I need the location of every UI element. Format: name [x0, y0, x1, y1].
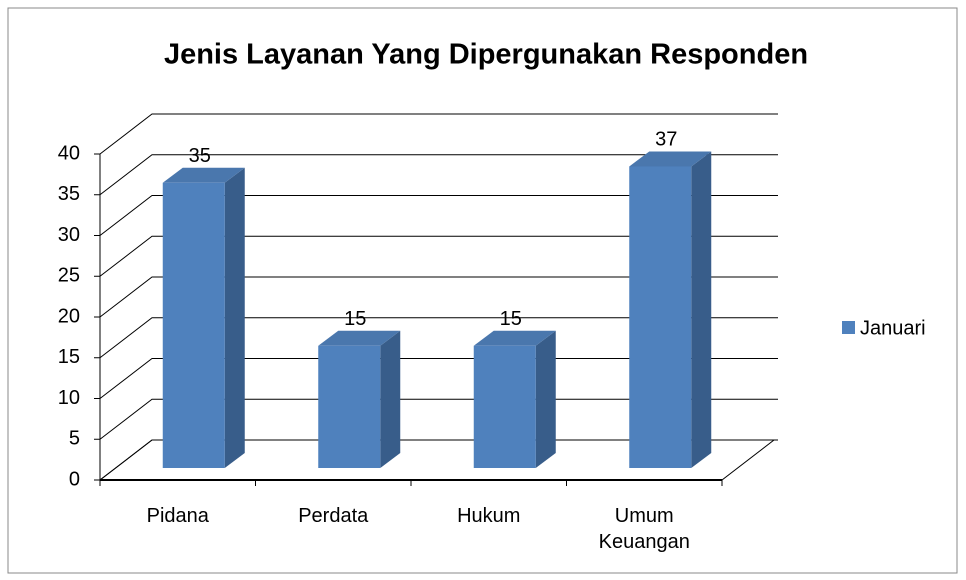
bar-side: [691, 151, 712, 468]
y-tick-label: 20: [58, 305, 80, 327]
chart-title: Jenis Layanan Yang Dipergunakan Responde…: [164, 39, 808, 71]
legend-label: Januari: [860, 317, 926, 339]
bar-top: [629, 151, 712, 167]
bar-top: [318, 330, 401, 346]
grid-line: [99, 195, 778, 236]
y-tick-label: 10: [58, 387, 80, 409]
x-tick-label: Umum Keuangan: [598, 505, 690, 553]
grid-line: [99, 317, 778, 359]
bar: [629, 166, 692, 468]
y-tick-label: 40: [58, 142, 80, 164]
data-label: 15: [344, 308, 366, 330]
grid-line: [99, 439, 778, 481]
data-label: 15: [500, 308, 522, 330]
bar: [318, 345, 381, 468]
bar-top: [162, 167, 245, 183]
y-tick-label: 5: [69, 428, 80, 450]
x-tick-label: Perdata: [298, 505, 369, 527]
grid-line: [99, 358, 778, 399]
bar: [162, 182, 225, 468]
x-tick-label: Pidana: [146, 505, 209, 527]
bar-top: [473, 330, 556, 346]
bar-side: [535, 330, 556, 468]
grid-line: [99, 398, 778, 440]
bar-side: [380, 330, 401, 468]
grid-line: [99, 235, 778, 277]
legend-swatch: [842, 321, 855, 334]
y-tick-label: 25: [58, 265, 80, 287]
bar: [473, 345, 536, 468]
grid-line: [99, 276, 778, 318]
bar-side: [224, 167, 245, 468]
chart-border: [7, 7, 958, 574]
data-label: 37: [655, 129, 677, 151]
y-tick-label: 0: [69, 468, 80, 490]
y-tick-label: 30: [58, 224, 80, 246]
y-tick-label: 15: [58, 346, 80, 368]
grid-line: [99, 154, 778, 196]
grid-line: [99, 113, 778, 155]
x-tick-label: Hukum: [457, 505, 521, 527]
data-label: 35: [189, 145, 211, 167]
y-tick-label: 35: [58, 183, 80, 205]
